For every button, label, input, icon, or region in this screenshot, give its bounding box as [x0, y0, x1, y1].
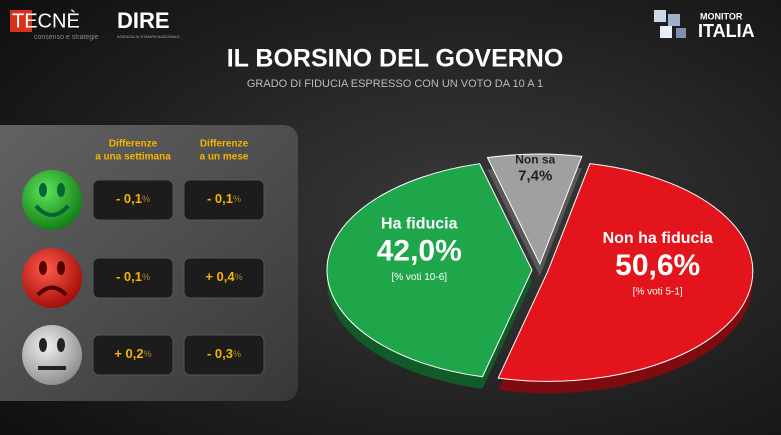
difference-cell [183, 179, 265, 221]
column-header: a una settimana [95, 152, 171, 163]
differences-table: Differenze a una settimana Differenze a un … [92, 139, 265, 376]
difference-number: + 0,4 [205, 269, 235, 284]
slice-value-label: 50,6% [615, 249, 700, 282]
slice-category: Non ha fiducia [603, 230, 713, 247]
difference-unit: % [142, 272, 150, 282]
column-header: Differenze [200, 139, 249, 150]
difference-unit: % [142, 194, 150, 204]
difference-number: - 0,1 [116, 269, 142, 284]
difference-value: - 0,1% [116, 269, 150, 284]
difference-value: - 0,1% [116, 191, 150, 206]
column-header: a un mese [200, 152, 249, 163]
smiley-sad [22, 248, 82, 308]
difference-unit: % [235, 272, 243, 282]
monitor-icon [654, 10, 686, 38]
monitor-logo: MONITOR [700, 11, 743, 21]
slice-value-label: 7,4% [518, 167, 552, 184]
difference-cell [183, 257, 265, 299]
tecne-mark [10, 10, 32, 32]
difference-value: - 0,3% [207, 346, 241, 361]
chart-subtitle: GRADO DI FIDUCIA ESPRESSO CON UN VOTO DA… [247, 78, 543, 90]
difference-unit: % [233, 349, 241, 359]
difference-cell [92, 179, 174, 221]
slice-category: Non sa [515, 153, 555, 167]
difference-number: + 0,2 [114, 346, 143, 361]
tecne-sub: consenso e strategie [34, 34, 99, 41]
italia-logo: ITALIA [698, 21, 755, 41]
dire-logo: DIRE [117, 8, 170, 33]
pie-slice [486, 153, 583, 266]
slice-value-label: 42,0% [377, 234, 462, 267]
dire-sub: AGENZIA DI STAMPA NAZIONALE [117, 34, 180, 39]
slice-category: Ha fiducia [381, 216, 458, 233]
pie-slice [497, 163, 754, 382]
difference-cell [92, 257, 174, 299]
smiley-happy [22, 170, 82, 230]
difference-cell [92, 334, 174, 376]
difference-number: - 0,1 [116, 191, 142, 206]
chart-title: IL BORSINO DEL GOVERNO [227, 45, 564, 73]
difference-number: - 0,3 [207, 346, 233, 361]
difference-value: + 0,4% [205, 269, 242, 284]
difference-value: - 0,1% [207, 191, 241, 206]
pie-slice [326, 163, 533, 378]
difference-value: + 0,2% [114, 346, 151, 361]
difference-cell [183, 334, 265, 376]
column-header: Differenze [109, 139, 158, 150]
difference-unit: % [233, 194, 241, 204]
slice-note: [% voti 5-1] [633, 287, 683, 298]
smiley-neutral [22, 325, 82, 385]
tecne-logo: TECNÈ [12, 9, 80, 32]
difference-unit: % [144, 349, 152, 359]
slice-note: [% voti 10-6] [391, 272, 447, 283]
difference-number: - 0,1 [207, 191, 233, 206]
